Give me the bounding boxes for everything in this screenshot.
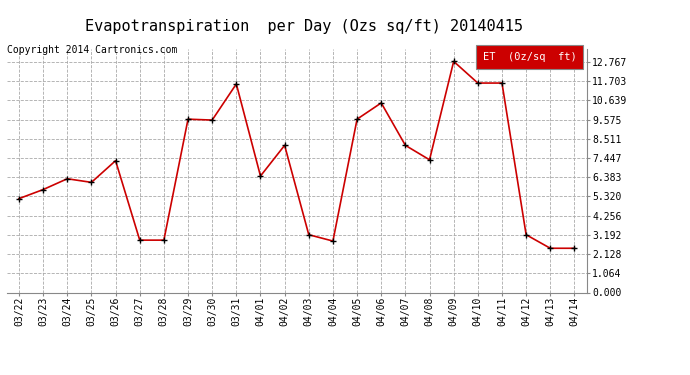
Text: Copyright 2014 Cartronics.com: Copyright 2014 Cartronics.com bbox=[7, 45, 177, 55]
Text: ET  (0z/sq  ft): ET (0z/sq ft) bbox=[483, 52, 576, 62]
Text: Evapotranspiration  per Day (Ozs sq/ft) 20140415: Evapotranspiration per Day (Ozs sq/ft) 2… bbox=[85, 19, 522, 34]
